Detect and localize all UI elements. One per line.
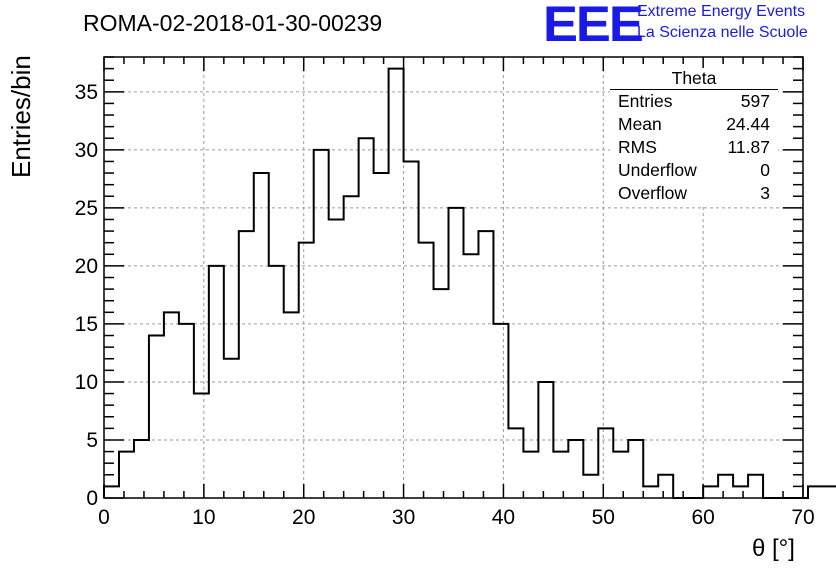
plot-frame (103, 56, 804, 499)
histogram-bin (628, 440, 643, 498)
histogram-bin (404, 161, 419, 498)
histogram-bin (748, 475, 763, 498)
histogram-bin (359, 138, 374, 498)
histogram-title: ROMA-02-2018-01-30-00239 (83, 10, 383, 36)
histogram-bin (598, 428, 613, 498)
histogram-bin (718, 475, 733, 498)
histogram-bin (284, 312, 299, 498)
y-axis-label: Entries/bin (6, 55, 36, 178)
stats-box: Theta Entries 597 Mean 24.44 RMS 11.87 U… (610, 68, 778, 205)
histogram-bin (568, 440, 583, 498)
stats-label: Mean (618, 114, 662, 134)
histogram-bin (179, 324, 194, 498)
histogram-bin (374, 173, 389, 498)
stats-row-mean: Mean 24.44 (610, 113, 778, 136)
stats-label: Overflow (618, 183, 688, 203)
x-tick-label: 20 (292, 506, 315, 529)
stats-label: Entries (618, 91, 673, 111)
histogram-bin (149, 336, 164, 498)
y-tick-label: 35 (75, 81, 98, 104)
x-tick-label: 50 (592, 506, 615, 529)
histogram-bin (329, 219, 344, 498)
logo-subtitle-line2: La Scienza nelle Scuole (637, 24, 808, 41)
histogram-outline (103, 67, 836, 499)
stats-value: 24.44 (726, 114, 770, 134)
histogram-bin (434, 289, 449, 498)
histogram-bin (344, 196, 359, 498)
histogram-bin (508, 428, 523, 498)
stats-value: 0 (760, 160, 770, 180)
histogram-bin (239, 231, 254, 498)
x-axis-label: θ [°] (752, 535, 795, 562)
histogram-bin (658, 475, 673, 498)
histogram-bin (538, 382, 553, 498)
stats-label: Underflow (618, 160, 697, 180)
histogram-bin (449, 208, 464, 498)
histogram-bin (583, 475, 598, 498)
histogram-bin (643, 486, 658, 498)
stats-row-underflow: Underflow 0 (610, 159, 778, 182)
histogram-bin (119, 452, 134, 498)
y-tick-label: 20 (75, 255, 98, 278)
histogram-bin (808, 486, 823, 498)
histogram-bin (194, 394, 209, 498)
stats-row-overflow: Overflow 3 (610, 182, 778, 205)
histogram-bin (224, 359, 239, 498)
histogram-bin (703, 486, 718, 498)
histogram-bin (389, 69, 404, 498)
y-tick-label: 5 (86, 429, 98, 452)
x-tick-label: 60 (691, 506, 714, 529)
stats-row-rms: RMS 11.87 (610, 136, 778, 159)
histogram-bin (299, 243, 314, 498)
histogram-bin (553, 452, 568, 498)
y-tick-label: 15 (75, 313, 98, 336)
stats-row-entries: Entries 597 (610, 90, 778, 113)
histogram-bin (314, 150, 329, 498)
stats-title: Theta (610, 68, 778, 90)
x-tick-label: 70 (791, 506, 814, 529)
y-tick-label: 30 (75, 139, 98, 162)
histogram-bin (164, 312, 179, 498)
histogram-bin (269, 266, 284, 498)
histogram-bin (493, 324, 508, 498)
x-tick-label: 40 (492, 506, 515, 529)
stats-value: 597 (740, 91, 770, 111)
histogram-bin (733, 486, 748, 498)
histogram-bin (823, 486, 836, 498)
histogram-bin (419, 243, 434, 498)
histogram-bin (104, 486, 119, 498)
y-tick-label: 0 (86, 487, 98, 510)
histogram-bin (478, 231, 493, 498)
histogram-bin (254, 173, 269, 498)
axis-ticks (103, 56, 804, 499)
histogram-bin (134, 440, 149, 498)
histogram-bin (613, 452, 628, 498)
histogram-bin (463, 254, 478, 498)
histogram-bin (523, 452, 538, 498)
y-tick-label: 10 (75, 371, 98, 394)
logo-subtitle-line1: Extreme Energy Events (637, 3, 806, 20)
eee-logo: EEE (543, 0, 644, 52)
histogram-bin (209, 266, 224, 498)
y-tick-label: 25 (75, 197, 98, 220)
stats-value: 3 (760, 183, 770, 203)
x-tick-label: 0 (98, 506, 110, 529)
stats-label: RMS (618, 137, 657, 157)
x-tick-label: 30 (392, 506, 415, 529)
stats-value: 11.87 (727, 137, 771, 157)
x-tick-label: 10 (192, 506, 215, 529)
